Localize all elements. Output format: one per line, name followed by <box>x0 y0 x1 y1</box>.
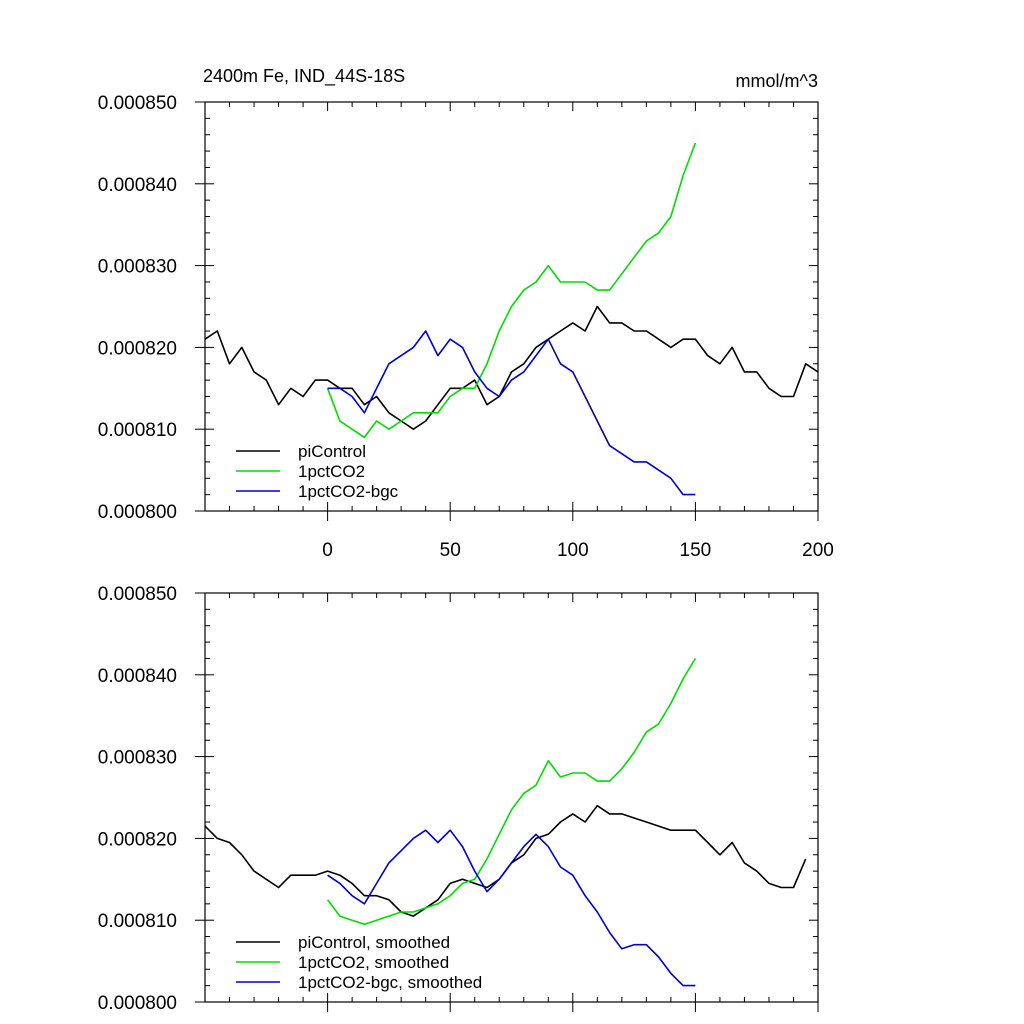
y-tick-label: 0.000830 <box>98 257 177 278</box>
plot-frame <box>204 592 819 1003</box>
y-tick-label: 0.000840 <box>98 175 177 196</box>
y-tick-label: 0.000850 <box>98 93 177 114</box>
series-line-1pctco2-bgc <box>327 330 696 496</box>
legend-label: 1pctCO2 <box>298 462 365 481</box>
y-tick-label: 0.000800 <box>98 993 177 1014</box>
x-tick-label: 50 <box>440 540 461 561</box>
series-line-1pctco2-smoothed <box>326 657 697 926</box>
x-tick-label: 200 <box>802 540 834 561</box>
legend-label: 1pctCO2, smoothed <box>298 953 449 972</box>
x-tick-label: 0 <box>322 540 333 561</box>
bottom-panel: 0.000800 0.000810 0.000820 0.000830 0.000840… <box>98 584 819 1014</box>
y-tick-label: 0.000820 <box>98 338 177 359</box>
y-tick-label: 0.000840 <box>98 666 177 687</box>
legend-label: 1pctCO2-bgc, smoothed <box>298 973 482 992</box>
y-tick-label: 0.000820 <box>98 829 177 850</box>
x-tick-label: 100 <box>557 540 589 561</box>
y-tick-label: 0.000810 <box>98 420 177 441</box>
series-line-1pctco2 <box>326 142 697 439</box>
y-tick-label: 0.000810 <box>98 911 177 932</box>
legend-label: piControl, smoothed <box>298 933 450 952</box>
y-tick-label: 0.000850 <box>98 584 177 605</box>
y-tick-label: 0.000800 <box>98 502 177 523</box>
series-line-picontrol <box>204 305 819 430</box>
units-label: mmol/m^3 <box>736 71 818 91</box>
legend-label: piControl <box>298 442 366 461</box>
legend-label: 1pctCO2-bgc <box>298 482 399 501</box>
top-panel: 2400m Fe, IND_44S-18S mmol/m^3 0.000800 0… <box>98 66 834 561</box>
series-line-1pctco2-bgc-smoothed <box>327 829 696 987</box>
x-tick-label: 150 <box>680 540 712 561</box>
chart-title: 2400m Fe, IND_44S-18S <box>203 66 405 87</box>
y-tick-label: 0.000830 <box>98 748 177 769</box>
plot-frame <box>204 101 819 512</box>
